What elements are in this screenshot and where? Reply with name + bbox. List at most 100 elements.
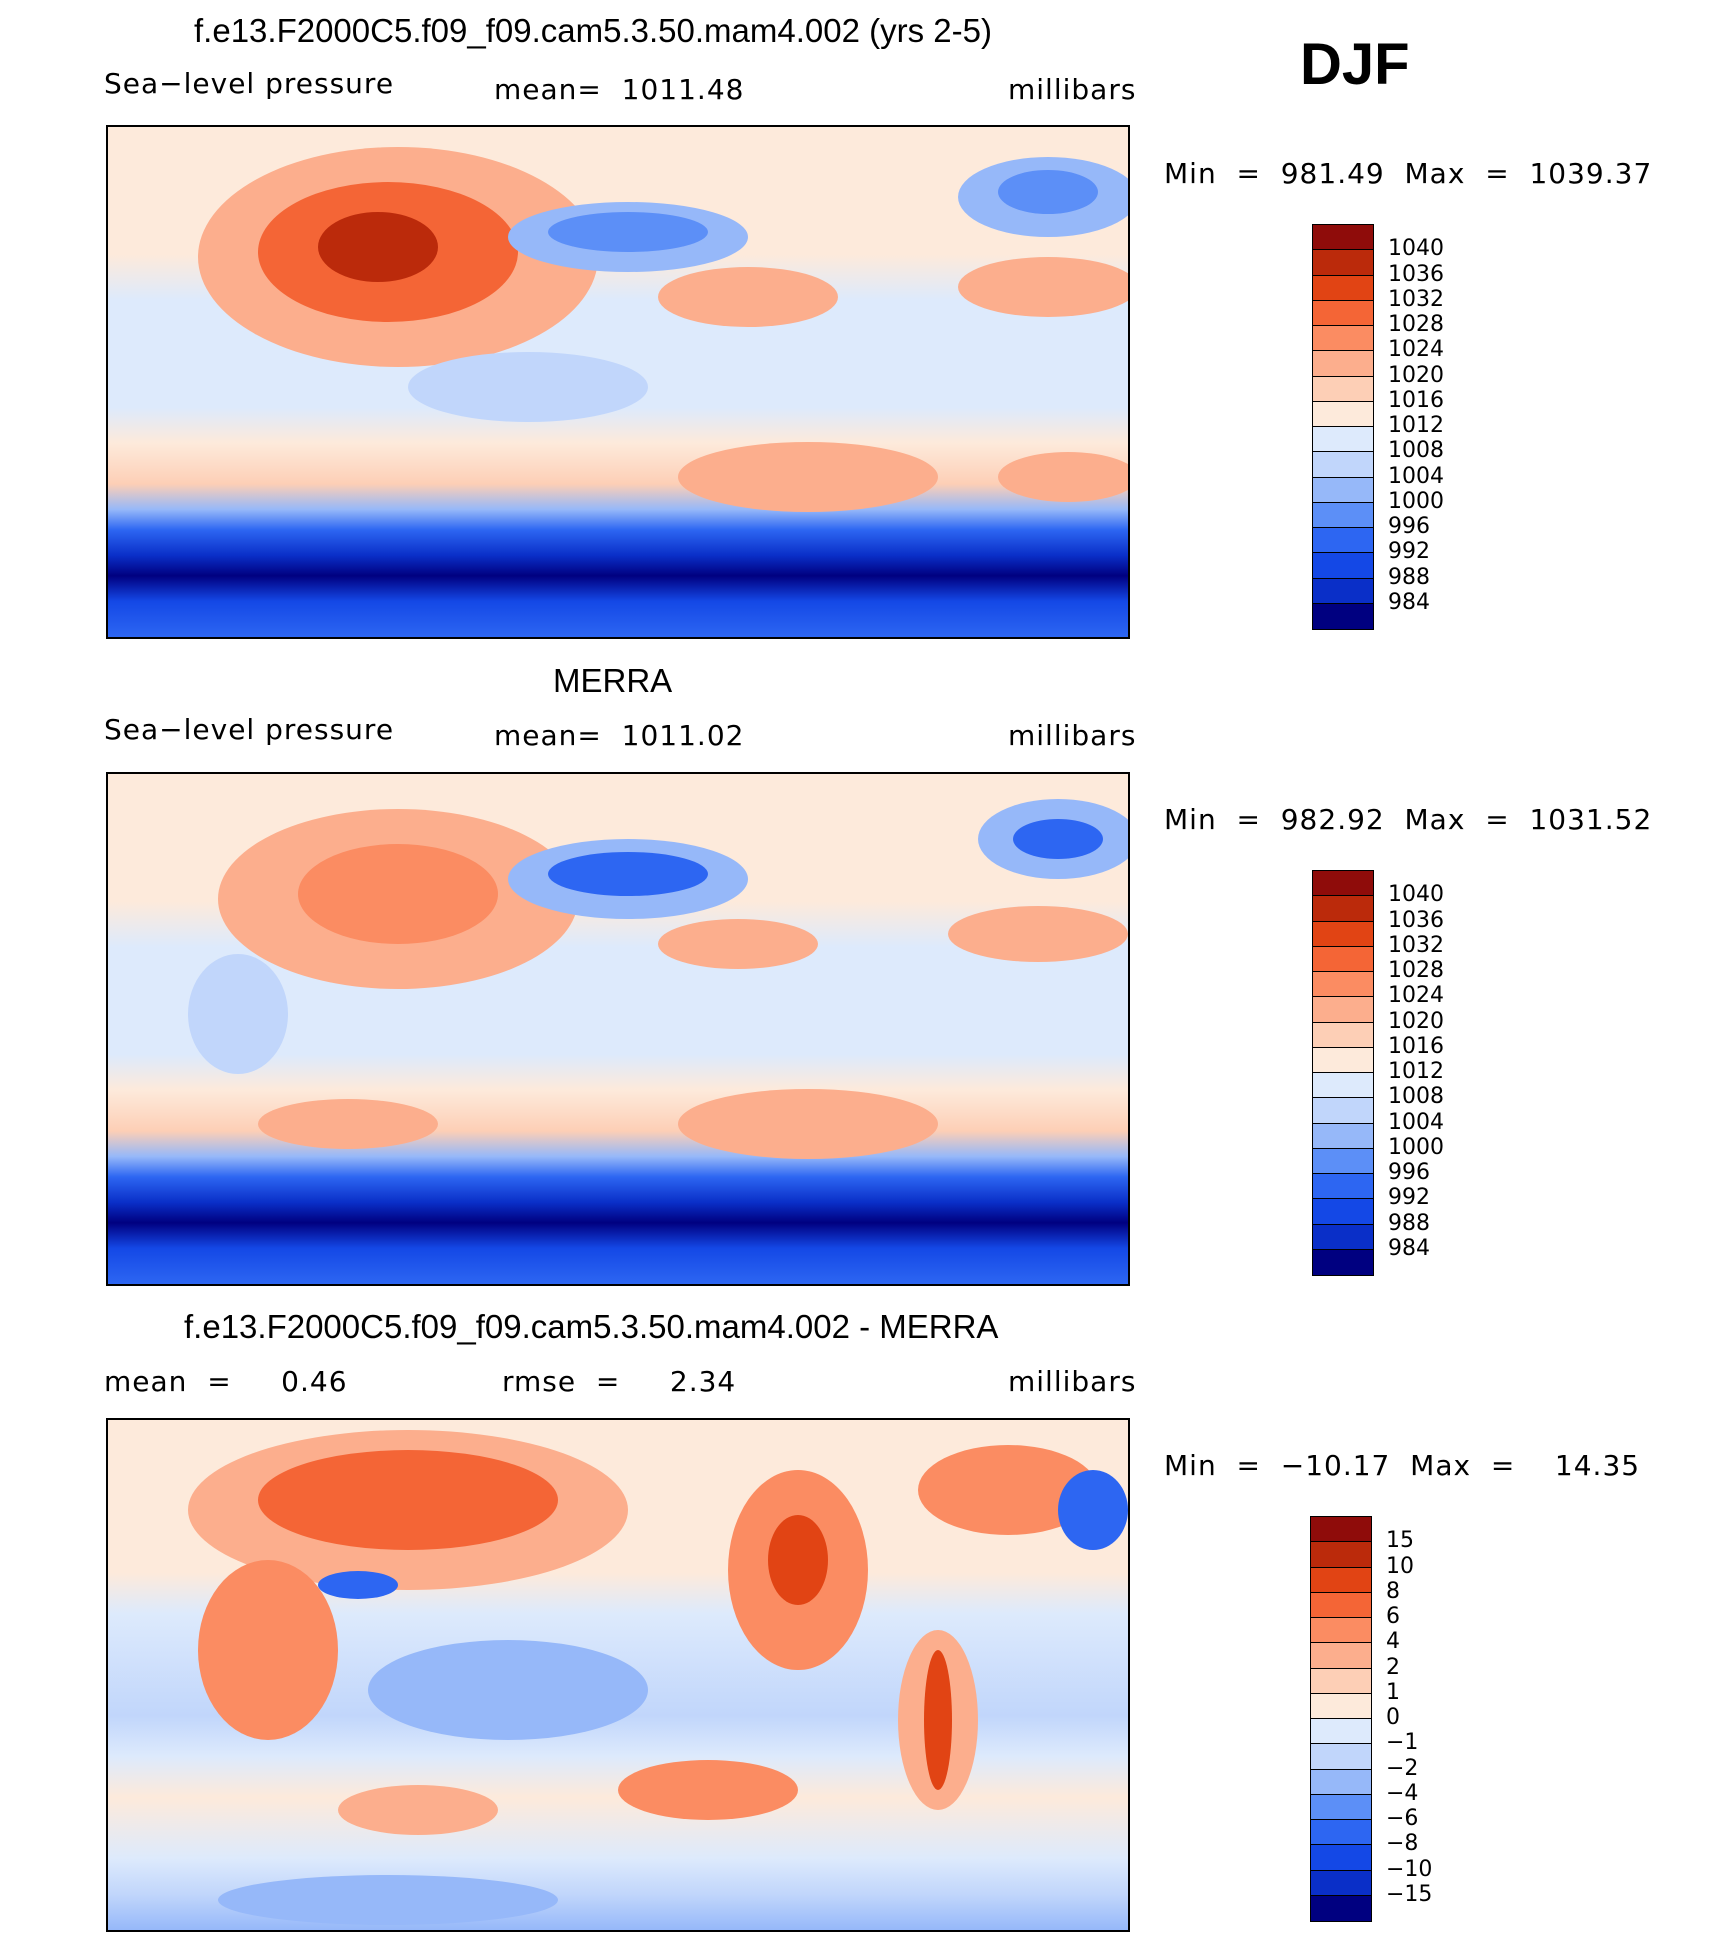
colorbar-box (1313, 946, 1373, 972)
colorbar-box (1311, 1567, 1371, 1593)
colorbar-box (1311, 1719, 1371, 1745)
colorbar-tick-label: 1016 (1388, 387, 1444, 413)
colorbar-merra (1312, 870, 1374, 1276)
colorbar-box (1313, 1199, 1373, 1225)
colorbar-tick-label: 984 (1388, 589, 1430, 615)
units-label: millibars (1008, 73, 1137, 106)
season-label: DJF (1300, 32, 1410, 97)
colorbar-tick-label: 1004 (1388, 463, 1444, 489)
colorbar-tick-label: 1012 (1388, 413, 1444, 438)
minmax-label: Min = 981.49 Max = 1039.37 (1164, 157, 1653, 190)
colorbar-tick-label: 1008 (1388, 1084, 1444, 1110)
colorbar-box (1313, 351, 1373, 377)
units-label: millibars (1008, 719, 1137, 752)
colorbar-box (1313, 553, 1373, 579)
panel-title: f.e13.F2000C5.f09_f09.cam5.3.50.mam4.002… (194, 12, 992, 49)
colorbar-box (1313, 427, 1373, 453)
slp-map-model (106, 125, 1130, 639)
colorbar-tick-label: 1028 (1388, 312, 1444, 337)
colorbar-tick-label: −1 (1386, 1730, 1419, 1756)
colorbar-box (1313, 921, 1373, 947)
mean-label: mean= 1011.02 (494, 719, 745, 752)
colorbar-tick-label: 996 (1388, 1160, 1430, 1185)
colorbar-tick-label: 1016 (1388, 1033, 1444, 1059)
colorbar-tick-label: 1028 (1388, 958, 1444, 983)
colorbar-tick-label: 0 (1386, 1705, 1400, 1730)
colorbar-box (1313, 578, 1373, 604)
colorbar-box (1313, 452, 1373, 478)
colorbar-box (1313, 275, 1373, 301)
colorbar-model (1312, 224, 1374, 630)
colorbar-box (1311, 1693, 1371, 1719)
colorbar-box (1313, 326, 1373, 352)
colorbar-tick-label: 10 (1386, 1553, 1414, 1579)
colorbar-box (1313, 1249, 1373, 1275)
colorbar-box (1311, 1845, 1371, 1871)
mean-label: mean= 1011.48 (494, 73, 745, 106)
colorbar-tick-label: −8 (1386, 1831, 1419, 1857)
colorbar-box (1313, 997, 1373, 1023)
colorbar-tick-label: 1024 (1388, 983, 1444, 1009)
panel-title: f.e13.F2000C5.f09_f09.cam5.3.50.mam4.002… (184, 1308, 999, 1345)
colorbar-box (1311, 1592, 1371, 1618)
colorbar-tick-label: 6 (1386, 1604, 1400, 1629)
colorbar-tick-label: 1012 (1388, 1059, 1444, 1084)
colorbar-box (1313, 871, 1373, 897)
colorbar-box (1313, 1047, 1373, 1073)
colorbar-box (1313, 502, 1373, 528)
colorbar-tick-label: 1008 (1388, 438, 1444, 464)
colorbar-box (1313, 300, 1373, 326)
colorbar-box (1313, 477, 1373, 503)
colorbar-tick-label: −6 (1386, 1806, 1419, 1831)
colorbar-box (1313, 603, 1373, 629)
colorbar-box (1313, 896, 1373, 922)
colorbar-tick-label: 1040 (1388, 236, 1444, 262)
colorbar-tick-label: 984 (1388, 1235, 1430, 1261)
colorbar-tick-label: 8 (1386, 1578, 1400, 1604)
rmse-label: rmse = 2.34 (502, 1365, 737, 1398)
colorbar-tick-label: 996 (1388, 514, 1430, 539)
variable-label: Sea−level pressure (104, 67, 395, 100)
colorbar-box (1311, 1744, 1371, 1770)
colorbar-box (1313, 1123, 1373, 1149)
colorbar-box (1313, 1022, 1373, 1048)
colorbar-box (1313, 1174, 1373, 1200)
map-canvas (108, 1420, 1128, 1930)
map-canvas (108, 127, 1128, 637)
colorbar-box (1311, 1643, 1371, 1669)
colorbar-tick-label: 1000 (1388, 1134, 1444, 1160)
colorbar-tick-label: 1032 (1388, 286, 1444, 312)
panel-title: MERRA (553, 662, 673, 699)
slp-map-merra (106, 772, 1130, 1286)
colorbar-tick-label: 2 (1386, 1654, 1400, 1680)
colorbar-box (1313, 1073, 1373, 1099)
colorbar-tick-label: −4 (1386, 1780, 1419, 1806)
mean-label: mean = 0.46 (104, 1365, 348, 1398)
colorbar-box (1311, 1870, 1371, 1896)
colorbar-tick-label: 988 (1388, 1210, 1430, 1236)
units-label: millibars (1008, 1365, 1137, 1398)
colorbar-box (1311, 1517, 1371, 1543)
colorbar-tick-label: 1020 (1388, 1008, 1444, 1034)
colorbar-box (1313, 528, 1373, 554)
colorbar-box (1311, 1794, 1371, 1820)
colorbar-tick-label: 992 (1388, 539, 1430, 565)
variable-label: Sea−level pressure (104, 713, 395, 746)
colorbar-tick-label: 1036 (1388, 261, 1444, 287)
colorbar-tick-label: −2 (1386, 1755, 1419, 1781)
colorbar-box (1311, 1542, 1371, 1568)
colorbar-tick-label: 15 (1386, 1528, 1414, 1554)
colorbar-tick-label: 1004 (1388, 1109, 1444, 1135)
colorbar-tick-label: 1020 (1388, 362, 1444, 388)
minmax-label: Min = −10.17 Max = 14.35 (1164, 1449, 1641, 1482)
colorbar-tick-label: 988 (1388, 564, 1430, 590)
colorbar-box (1311, 1895, 1371, 1921)
colorbar-tick-label: −10 (1386, 1856, 1433, 1882)
colorbar-difference (1310, 1516, 1372, 1922)
colorbar-tick-label: 1036 (1388, 907, 1444, 933)
colorbar-box (1313, 401, 1373, 427)
colorbar-box (1313, 250, 1373, 276)
colorbar-box (1313, 1224, 1373, 1250)
colorbar-box (1313, 972, 1373, 998)
colorbar-tick-label: 1040 (1388, 882, 1444, 908)
